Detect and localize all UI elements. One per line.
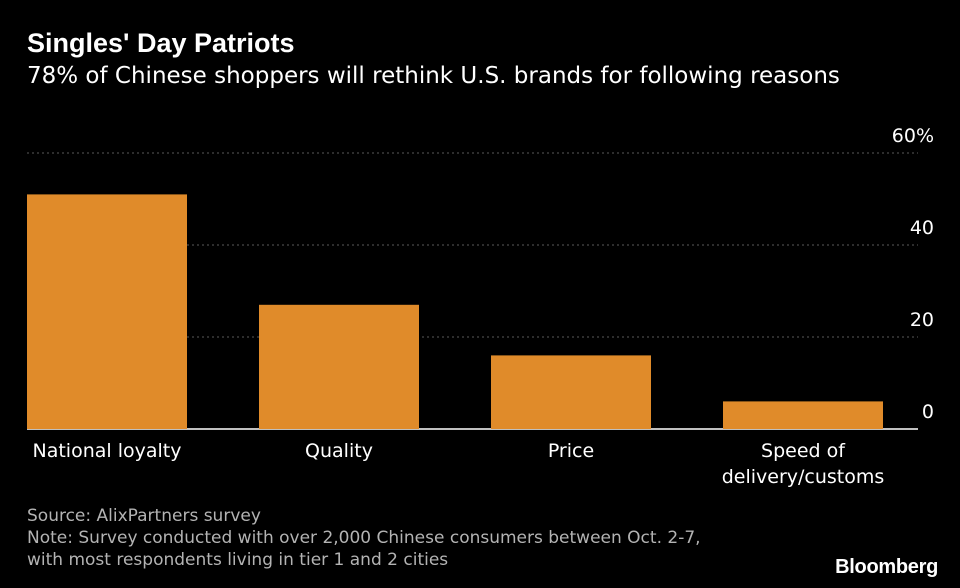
- bar: [723, 401, 883, 429]
- source-note: Source: AlixPartners survey: [27, 506, 261, 526]
- bar: [491, 355, 651, 429]
- x-tick-label: Quality: [305, 440, 373, 462]
- bloomberg-logo: Bloomberg: [835, 556, 938, 578]
- bar: [27, 194, 187, 429]
- y-tick-label: 0: [922, 401, 934, 423]
- survey-note-line-2: with most respondents living in tier 1 a…: [27, 550, 449, 570]
- survey-note-line-1: Note: Survey conducted with over 2,000 C…: [27, 528, 701, 548]
- x-tick-label: Price: [548, 440, 594, 462]
- chart-subtitle: 78% of Chinese shoppers will rethink U.S…: [27, 63, 840, 89]
- x-tick-label: National loyalty: [33, 440, 182, 462]
- y-tick-label: 60%: [892, 125, 934, 147]
- chart-footer: Source: AlixPartners survey Note: Survey…: [27, 505, 701, 571]
- y-tick-label: 20: [910, 309, 934, 331]
- x-tick-label: Speed of delivery/customs: [722, 440, 885, 488]
- chart-title: Singles' Day Patriots: [27, 28, 295, 58]
- y-tick-label: 40: [910, 217, 934, 239]
- bar: [259, 304, 419, 429]
- bar-chart: 0 20 40 60% National loyalty Quality Price Spee…: [27, 125, 934, 488]
